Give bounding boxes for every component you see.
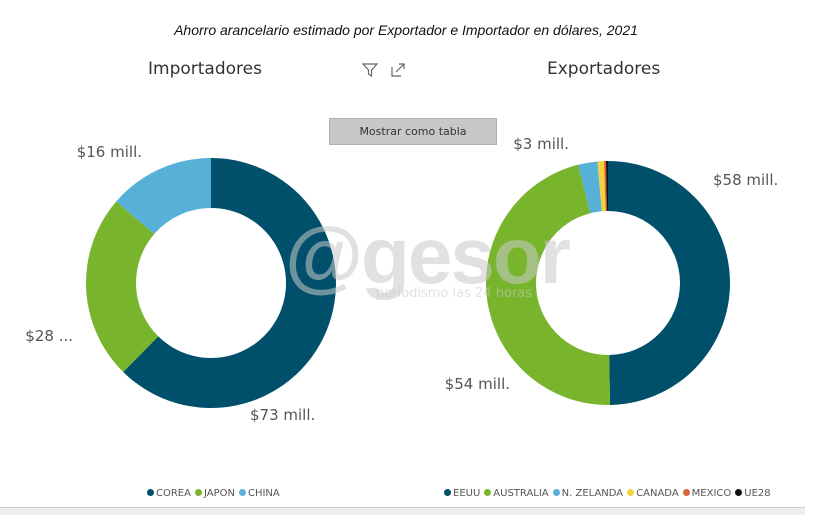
legend-dot [238,489,246,496]
data-label: $3 mill. [513,135,569,153]
legend-item[interactable]: MEXICO [691,488,732,499]
slice-eeuu[interactable] [608,161,730,405]
data-label: $16 mill. [77,143,142,161]
legend-dot [552,489,560,496]
bottom-scrollbar[interactable] [0,507,805,515]
legend-dot [147,489,154,496]
watermark-logo: @gesor [285,211,571,300]
exportadores-title: Exportadores [547,59,661,79]
legend-importadores: COREA JAPON CHINA [143,488,280,499]
legend-item[interactable]: CHINA [247,488,280,499]
legend-item[interactable]: AUSTRALIA [493,488,549,499]
importadores-title: Importadores [148,59,262,79]
filter-icon[interactable] [362,62,378,78]
data-label: $28 ... [25,327,73,345]
slice-mexico[interactable] [604,161,607,212]
legend-dot [735,489,743,496]
slice-ue28[interactable] [606,161,608,212]
expand-icon[interactable] [390,62,406,78]
data-label: $73 mill. [250,406,315,424]
slice-corea[interactable] [123,158,337,408]
legend-item[interactable]: EEUU [453,488,481,499]
legend-item[interactable]: JAPON [203,488,235,499]
slice-n-zelanda[interactable] [578,161,602,214]
legend-dot [627,489,635,496]
data-label: $58 mill. [713,171,778,189]
legend-dot [682,489,690,496]
slice-japon[interactable] [86,201,159,372]
legend-item[interactable]: CANADA [636,488,679,499]
legend-exportadores: EEUU AUSTRALIA N. ZELANDA CANADA MEXICO UE28 [440,488,771,499]
page-title: Ahorro arancelario estimado por Exportad… [174,22,638,38]
legend-item[interactable]: COREA [156,488,191,499]
show-as-table-button[interactable]: Mostrar como tabla [329,118,497,145]
slice-canada[interactable] [597,161,606,212]
legend-dot [484,489,492,496]
watermark-tagline: periodismo las 24 horas [376,286,532,301]
slice-australia[interactable] [485,164,610,405]
slice-china[interactable] [116,158,211,235]
legend-dot [194,489,202,496]
legend-item[interactable]: N. ZELANDA [561,488,624,499]
legend-item[interactable]: UE28 [744,488,771,499]
data-label: $54 mill. [445,375,510,393]
legend-dot [444,489,451,496]
